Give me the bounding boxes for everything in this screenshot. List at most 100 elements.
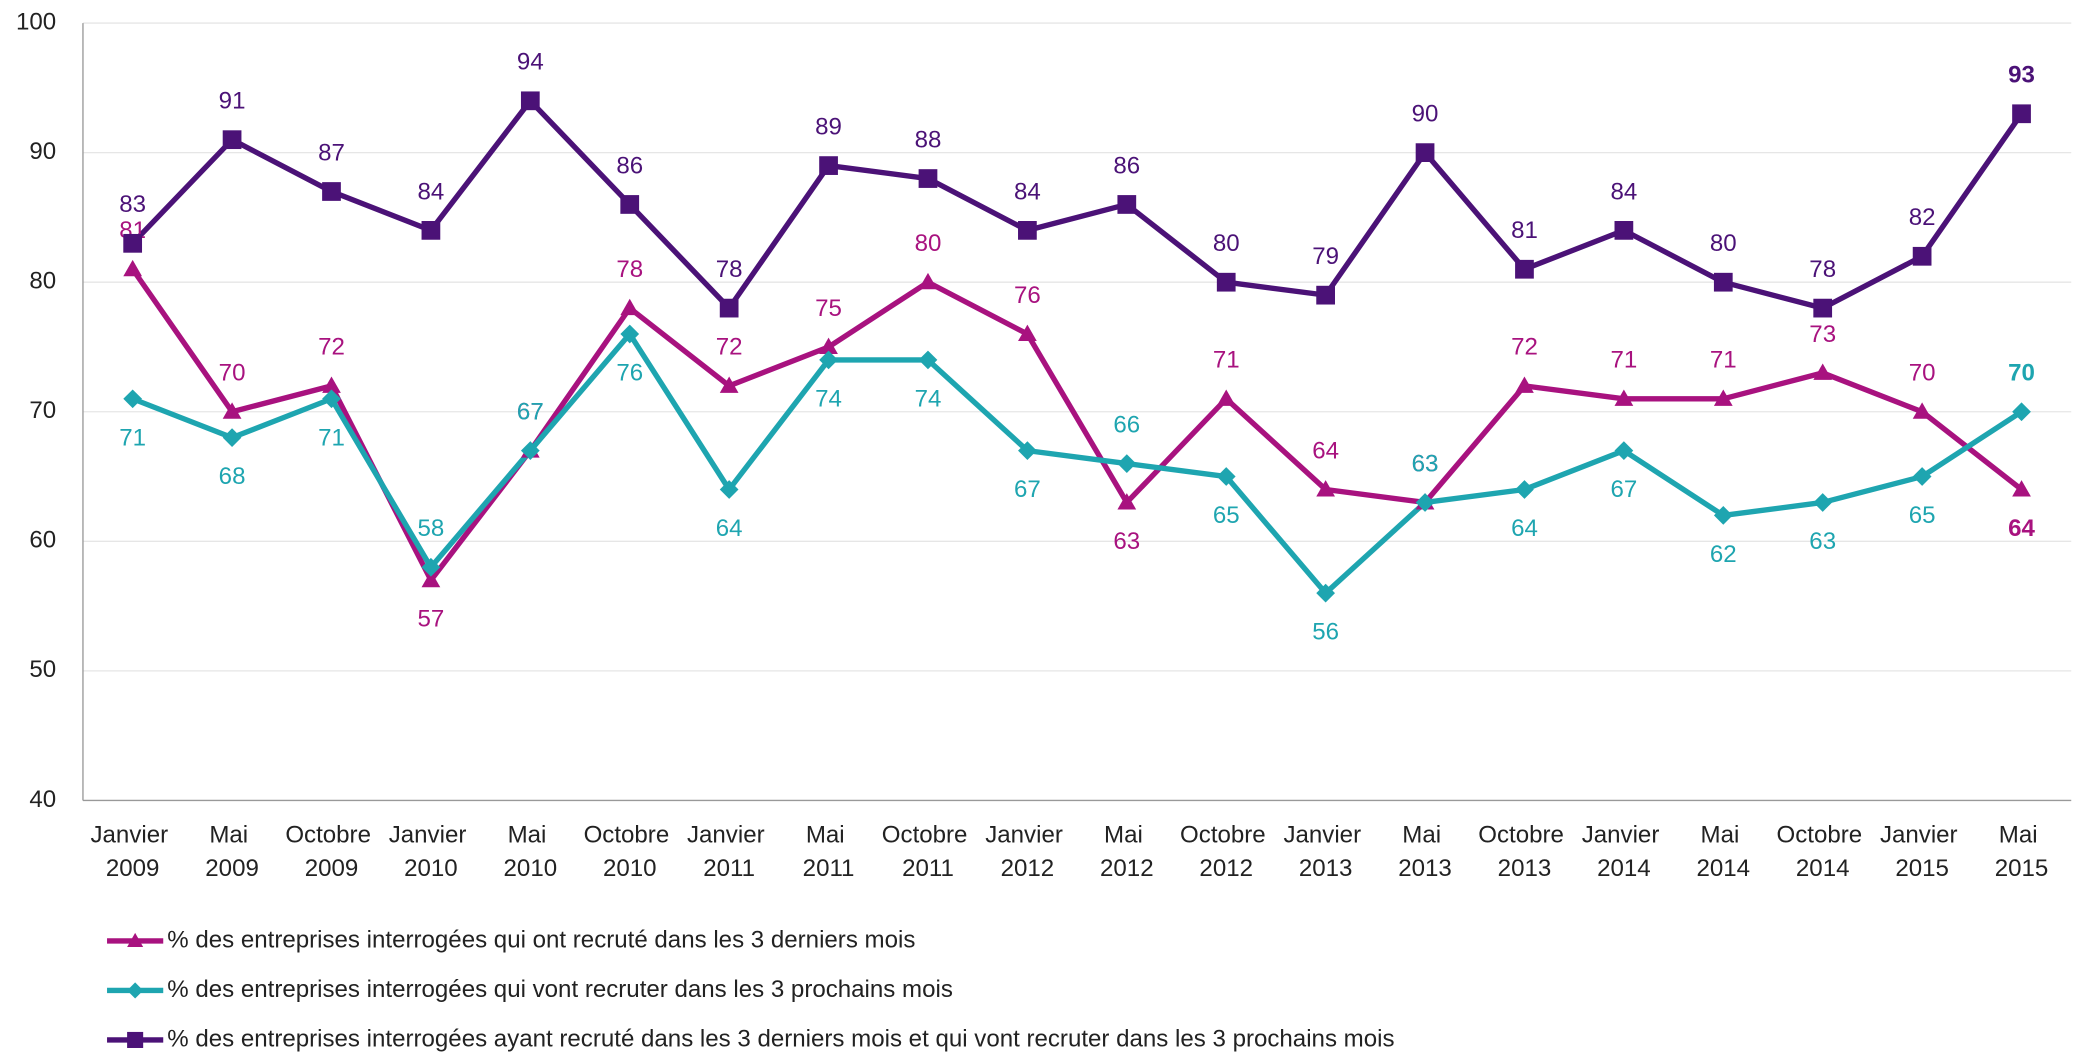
x-tick-label: Janvier 2014 (1582, 822, 1666, 882)
marker (1614, 221, 1634, 240)
marker (222, 428, 242, 448)
marker (918, 272, 938, 290)
data-label: 88 (915, 126, 942, 153)
data-label: 76 (1014, 282, 1041, 309)
data-label: 81 (1511, 217, 1538, 244)
data-label: 83 (119, 191, 146, 218)
x-tick-label: Mai 2013 (1398, 822, 1452, 882)
marker (322, 182, 341, 201)
marker (2012, 104, 2031, 124)
data-label: 70 (1909, 360, 1936, 387)
x-tick-label: Janvier 2010 (389, 822, 473, 882)
marker (719, 480, 739, 499)
legend-label: % des entreprises interrogées qui vont r… (167, 976, 953, 1003)
marker (620, 324, 640, 344)
data-label: 67 (1014, 476, 1041, 503)
x-tick-label: Mai 2015 (1995, 822, 2049, 882)
data-label: 63 (1113, 528, 1140, 555)
data-label: 64 (1312, 437, 1339, 464)
x-tick-label: Janvier 2012 (985, 822, 1069, 882)
marker (123, 259, 143, 277)
data-label: 73 (1809, 321, 1836, 348)
data-label: 86 (616, 152, 643, 179)
y-tick-label: 70 (29, 397, 56, 424)
data-label: 72 (318, 334, 345, 361)
marker (620, 298, 640, 316)
marker (1515, 376, 1534, 393)
marker (620, 195, 640, 214)
x-tick-label: Janvier 2011 (687, 822, 771, 882)
marker (1018, 221, 1037, 240)
data-label: 75 (815, 295, 842, 322)
series-line (130, 267, 2024, 583)
data-label: 86 (1113, 152, 1140, 179)
data-label: 72 (716, 334, 743, 361)
data-label: 63 (1809, 528, 1836, 555)
marker (918, 169, 938, 188)
marker (421, 557, 441, 577)
legend-label: % des entreprises interrogées ayant recr… (167, 1025, 1394, 1052)
marker (1117, 493, 1137, 510)
marker (322, 389, 341, 409)
marker (719, 376, 739, 393)
marker (1316, 285, 1335, 305)
marker (1117, 195, 1137, 214)
marker (123, 389, 143, 409)
marker (819, 337, 838, 355)
y-tick-label: 50 (29, 656, 56, 683)
x-tick-label: Octobre 2011 (882, 822, 974, 882)
y-tick-label: 40 (29, 786, 56, 813)
data-label: 91 (219, 88, 246, 115)
series-line (130, 98, 2024, 311)
marker (421, 221, 441, 240)
data-label: 74 (815, 385, 842, 412)
data-label: 78 (616, 256, 643, 283)
y-tick-label: 90 (29, 138, 56, 165)
marker (918, 350, 938, 370)
x-tick-label: Janvier 2013 (1283, 822, 1367, 882)
marker (1316, 480, 1335, 497)
marker (421, 570, 441, 588)
marker (1515, 480, 1534, 499)
data-label: 67 (517, 399, 544, 426)
marker (1813, 493, 1833, 512)
marker (222, 402, 242, 419)
marker (1713, 506, 1733, 525)
data-label: 74 (915, 385, 942, 412)
data-label: 68 (219, 463, 246, 490)
marker (1515, 259, 1534, 279)
x-tick-label: Mai 2012 (1100, 822, 1154, 882)
y-tick-label: 100 (16, 8, 56, 35)
data-label: 93 (2008, 62, 2035, 89)
marker (819, 156, 838, 175)
x-tick-label: Mai 2011 (803, 822, 855, 882)
marker (2012, 480, 2031, 497)
data-label: 65 (1909, 502, 1936, 529)
data-label: 67 (517, 399, 544, 426)
data-label: 70 (219, 360, 246, 387)
marker (1614, 389, 1634, 406)
data-label: 56 (1312, 619, 1339, 646)
data-label: 71 (1213, 347, 1240, 374)
legend-label: % des entreprises interrogées qui ont re… (167, 926, 915, 953)
marker (1415, 143, 1435, 163)
data-label: 67 (1610, 476, 1637, 503)
data-label: 80 (915, 230, 942, 257)
marker (1713, 389, 1733, 406)
x-tick-label: Mai 2014 (1697, 822, 1751, 882)
marker (1614, 441, 1634, 460)
marker (1117, 454, 1137, 473)
data-label: 70 (2008, 360, 2035, 387)
x-tick-label: Octobre 2012 (1180, 822, 1272, 882)
data-label: 71 (318, 424, 345, 451)
data-label: 87 (318, 139, 345, 166)
data-label: 76 (616, 360, 643, 387)
data-label: 84 (418, 178, 445, 205)
data-label: 63 (1412, 450, 1439, 477)
data-label: 78 (716, 256, 743, 283)
data-label: 58 (418, 515, 445, 542)
marker (123, 233, 143, 253)
marker (520, 441, 540, 460)
legend-marker (127, 932, 144, 947)
